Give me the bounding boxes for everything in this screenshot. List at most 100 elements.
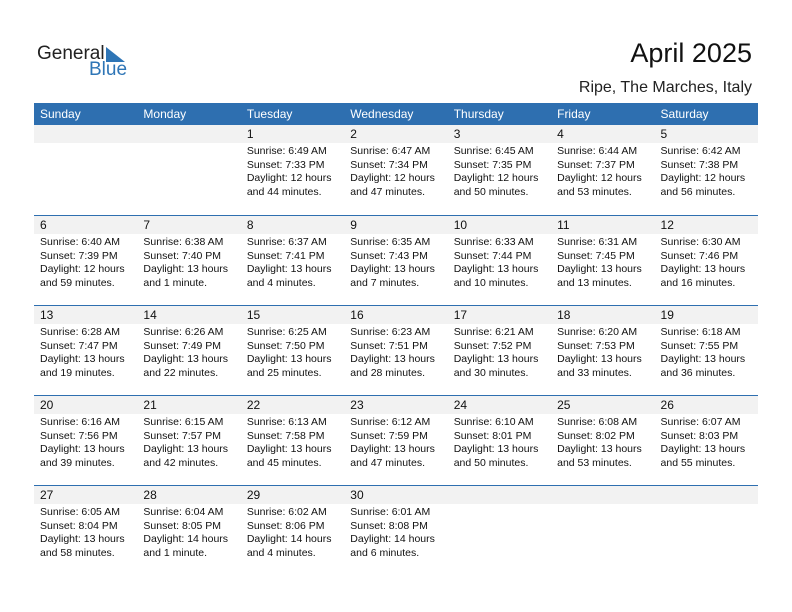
day-number: 28 xyxy=(143,488,157,502)
day-number: 29 xyxy=(246,488,261,502)
day-number: 7 xyxy=(143,218,151,232)
sunrise: Sunrise: 6:16 AM xyxy=(40,416,120,428)
empty-cell xyxy=(551,486,654,575)
daylight: Daylight: 13 hours xyxy=(453,353,539,365)
daylight: Daylight: 13 hours xyxy=(40,443,125,455)
logo-general: General xyxy=(37,43,105,64)
daylight: Daylight: 14 hours xyxy=(246,533,332,545)
daylight: Daylight: 13 hours xyxy=(350,263,435,275)
day-cell: 27 Sunrise: 6:05 AM Sunset: 8:04 PM Dayligh… xyxy=(34,486,137,575)
day-number-band xyxy=(34,306,758,324)
day-cell: 23 Sunrise: 6:12 AM Sunset: 7:59 PM Dayligh… xyxy=(344,396,447,485)
sunset: Sunset: 7:33 PM xyxy=(246,158,325,171)
sunset: Sunset: 7:37 PM xyxy=(557,158,635,171)
sunset: Sunset: 7:57 PM xyxy=(143,429,222,442)
empty-cell xyxy=(655,486,758,575)
sunrise: Sunrise: 6:40 AM xyxy=(40,236,120,248)
daylight: Daylight: 13 hours xyxy=(453,263,539,275)
day-cell: 13 Sunrise: 6:28 AM Sunset: 7:47 PM Dayligh… xyxy=(34,306,137,395)
daylight-minutes: and 47 minutes. xyxy=(350,456,425,469)
sunrise: Sunrise: 6:25 AM xyxy=(246,326,327,338)
day-number: 15 xyxy=(246,308,261,322)
daylight: Daylight: 13 hours xyxy=(246,443,332,455)
empty-cell xyxy=(34,125,137,215)
day-number: 20 xyxy=(40,398,54,412)
daylight: Daylight: 13 hours xyxy=(40,353,125,365)
day-number-band xyxy=(34,216,758,234)
weekday-tuesday: Tuesday xyxy=(246,107,293,121)
weekday-sunday: Sunday xyxy=(40,107,81,121)
sunset: Sunset: 8:05 PM xyxy=(143,519,222,532)
daylight-minutes: and 53 minutes. xyxy=(557,185,632,198)
daylight: Daylight: 14 hours xyxy=(143,533,229,545)
calendar-grid: 1 Sunrise: 6:49 AM Sunset: 7:33 PM Daylight… xyxy=(34,125,758,575)
day-number: 14 xyxy=(143,308,157,322)
daylight: Daylight: 13 hours xyxy=(660,263,746,275)
daylight: Daylight: 13 hours xyxy=(557,263,642,275)
sunrise: Sunrise: 6:30 AM xyxy=(660,236,741,248)
day-number: 6 xyxy=(40,218,47,232)
sunrise: Sunrise: 6:35 AM xyxy=(350,236,431,248)
sunrise: Sunrise: 6:08 AM xyxy=(557,416,638,428)
day-cell: 17 Sunrise: 6:21 AM Sunset: 7:52 PM Dayligh… xyxy=(448,306,551,395)
sunset: Sunset: 7:56 PM xyxy=(40,429,118,442)
weekday-monday: Monday xyxy=(143,107,187,121)
day-number: 2 xyxy=(350,127,357,141)
day-number: 5 xyxy=(660,127,668,141)
daylight-minutes: and 56 minutes. xyxy=(660,185,736,198)
day-cell: 12 Sunrise: 6:30 AM Sunset: 7:46 PM Dayligh… xyxy=(655,216,758,305)
day-cell: 25 Sunrise: 6:08 AM Sunset: 8:02 PM Dayligh… xyxy=(551,396,654,485)
day-cell: 11 Sunrise: 6:31 AM Sunset: 7:45 PM Dayligh… xyxy=(551,216,654,305)
daylight: Daylight: 13 hours xyxy=(557,353,642,365)
weekday-header: Sunday Monday Tuesday Wednesday Thursday Frid… xyxy=(34,103,758,125)
empty-cell xyxy=(448,486,551,575)
sunset: Sunset: 7:49 PM xyxy=(143,339,222,352)
week-row: 20 Sunrise: 6:16 AM Sunset: 7:56 PM Dayligh… xyxy=(34,395,758,485)
daylight-minutes: and 13 minutes. xyxy=(557,276,632,289)
weekday-saturday: Saturday xyxy=(660,107,709,121)
day-cell: 10 Sunrise: 6:33 AM Sunset: 7:44 PM Dayligh… xyxy=(448,216,551,305)
sunrise: Sunrise: 6:10 AM xyxy=(453,416,534,428)
day-number: 18 xyxy=(557,308,571,322)
day-number: 30 xyxy=(350,488,364,502)
daylight-minutes: and 4 minutes. xyxy=(246,276,316,289)
day-cell: 19 Sunrise: 6:18 AM Sunset: 7:55 PM Dayligh… xyxy=(655,306,758,395)
week-row: 6 Sunrise: 6:40 AM Sunset: 7:39 PM Daylight… xyxy=(34,215,758,305)
daylight-minutes: and 44 minutes. xyxy=(246,185,322,198)
day-cell: 22 Sunrise: 6:13 AM Sunset: 7:58 PM Dayligh… xyxy=(241,396,344,485)
day-number: 11 xyxy=(557,218,570,232)
daylight: Daylight: 14 hours xyxy=(350,533,435,545)
daylight: Daylight: 13 hours xyxy=(350,443,435,455)
sunrise: Sunrise: 6:02 AM xyxy=(246,506,327,518)
sunset: Sunset: 8:01 PM xyxy=(453,429,532,442)
daylight-minutes: and 19 minutes. xyxy=(40,366,115,379)
sunrise: Sunrise: 6:49 AM xyxy=(246,145,327,157)
daylight: Daylight: 13 hours xyxy=(660,443,746,455)
day-cell: 14 Sunrise: 6:26 AM Sunset: 7:49 PM Dayligh… xyxy=(137,306,240,395)
daylight-minutes: and 6 minutes. xyxy=(350,546,420,559)
daylight-minutes: and 39 minutes. xyxy=(40,456,115,469)
day-cell: 1 Sunrise: 6:49 AM Sunset: 7:33 PM Daylight… xyxy=(241,125,344,215)
daylight: Daylight: 13 hours xyxy=(350,353,435,365)
day-cell: 29 Sunrise: 6:02 AM Sunset: 8:06 PM Dayligh… xyxy=(241,486,344,575)
day-cell: 26 Sunrise: 6:07 AM Sunset: 8:03 PM Dayligh… xyxy=(655,396,758,485)
day-number: 26 xyxy=(660,398,674,412)
daylight-minutes: and 42 minutes. xyxy=(143,456,219,469)
day-cell: 20 Sunrise: 6:16 AM Sunset: 7:56 PM Dayligh… xyxy=(34,396,137,485)
sunrise: Sunrise: 6:20 AM xyxy=(557,326,638,338)
location: Ripe, The Marches, Italy xyxy=(578,79,752,96)
weekday-wednesday: Wednesday xyxy=(350,107,414,121)
sunrise: Sunrise: 6:13 AM xyxy=(246,416,327,428)
daylight-minutes: and 22 minutes. xyxy=(143,366,219,379)
sunset: Sunset: 7:52 PM xyxy=(453,339,532,352)
sunrise: Sunrise: 6:26 AM xyxy=(143,326,224,338)
sunset: Sunset: 7:46 PM xyxy=(660,249,739,262)
daylight-minutes: and 33 minutes. xyxy=(557,366,632,379)
sunset: Sunset: 8:04 PM xyxy=(40,519,118,532)
daylight-minutes: and 16 minutes. xyxy=(660,276,736,289)
daylight-minutes: and 58 minutes. xyxy=(40,546,115,559)
sunrise: Sunrise: 6:12 AM xyxy=(350,416,431,428)
weekday-thursday: Thursday xyxy=(453,107,504,121)
day-cell: 4 Sunrise: 6:44 AM Sunset: 7:37 PM Daylight… xyxy=(551,125,654,215)
day-number: 4 xyxy=(557,127,564,141)
